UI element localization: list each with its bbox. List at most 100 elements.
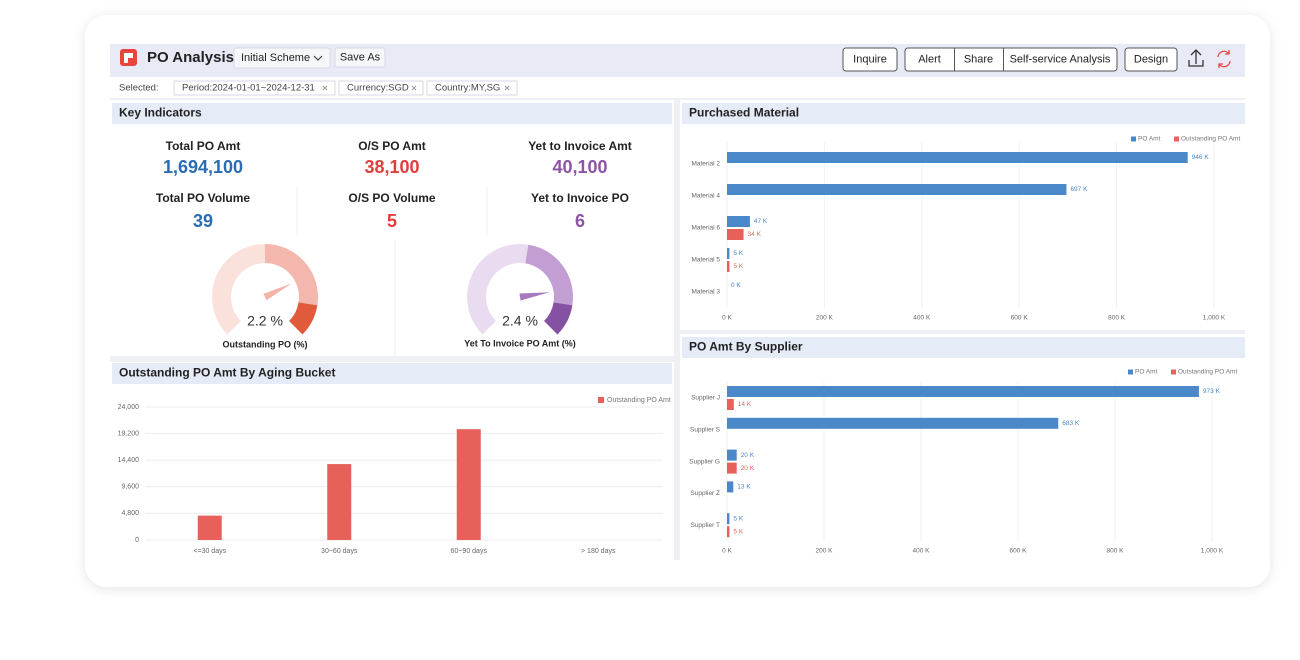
gauge-band [265, 244, 318, 306]
gauge-band [212, 244, 265, 335]
y-tick-label: Supplier T [690, 522, 720, 529]
value-label: 973 K [1203, 388, 1221, 395]
x-tick-label: 60~90 days [451, 548, 488, 555]
filter-label: Selected: [119, 83, 159, 94]
y-tick-label: Material 5 [691, 257, 720, 264]
value-label: 5 K [733, 263, 743, 270]
bar [727, 152, 1188, 163]
y-tick-label: 0 [135, 537, 139, 544]
panel-title-bar [112, 363, 672, 384]
page-title: PO Analysis [147, 49, 234, 66]
bar [727, 449, 737, 461]
panel-title: Key Indicators [119, 106, 202, 120]
y-tick-label: Supplier S [690, 427, 721, 434]
button-group[interactable] [904, 47, 1118, 72]
gauge-needle [263, 283, 292, 301]
y-tick-label: 14,400 [118, 457, 140, 464]
y-tick-label: Supplier Z [690, 490, 720, 497]
y-tick-label: Material 3 [691, 289, 720, 296]
bar [727, 399, 734, 410]
panel [110, 100, 674, 356]
inquire-button[interactable] [842, 47, 898, 72]
scheme-label: Initial Scheme [241, 52, 310, 64]
value-label: 0 K [731, 282, 741, 289]
value-label: 14 K [738, 401, 752, 408]
gauge-band [544, 302, 573, 335]
panel-title-bar [112, 103, 672, 124]
y-tick-label: Supplier G [689, 458, 720, 465]
save-as-label: Save As [340, 51, 381, 63]
bar [727, 261, 730, 272]
x-tick-label: 600 K [1010, 548, 1028, 555]
gauge-needle [519, 292, 550, 301]
x-tick-label: 0 K [722, 315, 732, 322]
gauge-value: 2.4 % [502, 313, 538, 329]
y-tick-label: 9,600 [121, 484, 139, 491]
indicator-value: 40,100 [552, 157, 607, 177]
legend-label: Outstanding PO Amt [607, 397, 671, 404]
value-label: 34 K [748, 231, 762, 238]
button-label: Design [1134, 53, 1168, 65]
x-tick-label: 800 K [1108, 315, 1126, 322]
indicator-label: Yet to Invoice PO [531, 191, 629, 205]
bar [456, 429, 481, 540]
value-label: 47 K [754, 218, 768, 225]
y-tick-label: Material 4 [691, 193, 720, 200]
bar [727, 248, 730, 259]
filter-tag[interactable] [426, 80, 518, 96]
x-tick-label: 200 K [816, 548, 834, 555]
app-icon-glyph [124, 53, 133, 63]
bar [727, 513, 730, 525]
indicator-value: 39 [193, 211, 213, 231]
refresh-icon[interactable] [1217, 50, 1231, 68]
filter-tag[interactable] [338, 80, 424, 96]
bar [197, 515, 222, 540]
value-label: 20 K [741, 465, 755, 472]
indicator-label: Total PO Volume [156, 191, 251, 205]
y-tick-label: Material 2 [691, 161, 720, 168]
bar [727, 462, 737, 474]
close-icon[interactable] [504, 85, 510, 91]
x-tick-label: 1,000 K [1201, 548, 1224, 555]
filter-tag[interactable] [173, 80, 336, 96]
x-tick-label: 0 K [722, 548, 732, 555]
button-label: Inquire [853, 53, 887, 65]
x-tick-label: 30~60 days [321, 548, 358, 555]
panel-title: Purchased Material [689, 106, 799, 120]
panel-title: PO Amt By Supplier [689, 340, 803, 354]
value-label: 13 K [737, 484, 751, 491]
button-label: Alert [918, 53, 941, 65]
value-label: 5 K [733, 528, 743, 535]
legend-label: Outstanding PO Amt [1178, 369, 1237, 376]
bar [327, 464, 352, 540]
x-tick-label: 400 K [913, 548, 931, 555]
gauge-value: 2.2 % [247, 313, 283, 329]
panel [680, 334, 1245, 560]
panel-title: Outstanding PO Amt By Aging Bucket [119, 366, 335, 380]
indicator-label: Total PO Amt [166, 139, 241, 153]
button-label: Share [964, 53, 993, 65]
bar [727, 184, 1067, 195]
panel [680, 100, 1245, 330]
gauge-title: Outstanding PO (%) [223, 339, 308, 349]
bar [727, 229, 744, 240]
indicator-value: 1,694,100 [163, 157, 243, 177]
value-label: 5 K [733, 515, 743, 522]
indicator-value: 6 [575, 211, 585, 231]
filter-tag-label: Currency:SGD [347, 83, 409, 94]
legend-swatch [1128, 369, 1133, 375]
design-button[interactable] [1124, 47, 1178, 72]
export-icon[interactable] [1188, 49, 1204, 67]
filter-tag-label: Period:2024-01-01~2024-12-31 [182, 83, 315, 94]
close-icon[interactable] [322, 85, 328, 91]
close-icon[interactable] [411, 85, 417, 91]
scheme-dropdown[interactable] [233, 47, 331, 69]
value-label: 946 K [1192, 154, 1210, 161]
legend-swatch [598, 397, 604, 403]
chevron [313, 55, 323, 61]
save-as-button[interactable] [334, 47, 386, 68]
legend-swatch [1174, 136, 1179, 142]
legend-swatch [1131, 136, 1136, 142]
filter-tag-label: Country:MY,SG [435, 83, 500, 94]
indicator-label: O/S PO Amt [358, 139, 426, 153]
